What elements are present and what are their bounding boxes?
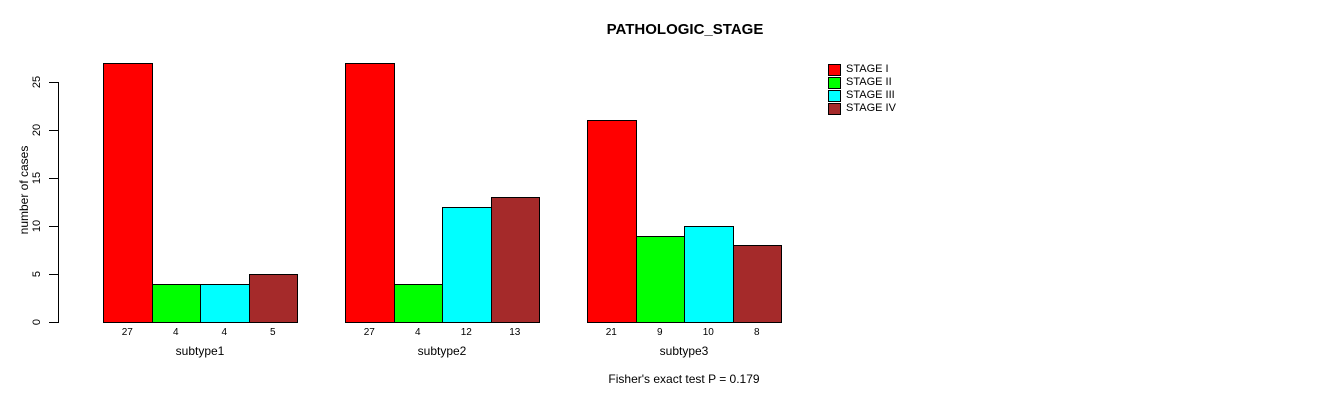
legend-item: STAGE IV <box>828 102 896 115</box>
bar <box>635 235 685 323</box>
bar <box>732 245 782 323</box>
legend-color-swatch <box>828 76 841 89</box>
y-axis-tick-label: 15 <box>31 171 43 185</box>
y-axis-tick <box>49 82 58 83</box>
bar-value-label: 4 <box>414 327 421 338</box>
y-axis-tick <box>49 322 58 323</box>
bar-value-label: 27 <box>363 327 375 338</box>
y-axis-tick-label: 5 <box>31 270 43 278</box>
legend-label: STAGE II <box>846 76 892 88</box>
legend-item: STAGE I <box>828 63 896 76</box>
bar <box>587 120 637 323</box>
bar-value-label: 27 <box>121 327 133 338</box>
bar <box>200 283 250 323</box>
bar-value-label: 10 <box>702 327 714 338</box>
y-axis-line <box>58 82 59 323</box>
legend-label: STAGE IV <box>846 102 896 114</box>
legend: STAGE I STAGE II STAGE III STAGE IV <box>828 63 896 115</box>
annotation-text: Fisher's exact test P = 0.179 <box>608 372 760 386</box>
bar-value-label: 21 <box>605 327 617 338</box>
category-label: subtype2 <box>417 344 467 358</box>
bar <box>393 283 443 323</box>
legend-color-swatch <box>828 89 841 102</box>
category-label: subtype3 <box>659 344 709 358</box>
bar-value-label: 13 <box>509 327 521 338</box>
y-axis-tick <box>49 130 58 131</box>
y-axis-tick-label: 20 <box>31 123 43 137</box>
bar <box>490 197 540 323</box>
y-axis-tick-label: 0 <box>31 318 43 326</box>
bar-value-label: 4 <box>221 327 228 338</box>
bar-value-label: 4 <box>172 327 179 338</box>
bar-value-label: 9 <box>656 327 663 338</box>
legend-color-swatch <box>828 63 841 76</box>
bar <box>684 226 734 323</box>
y-axis-tick <box>49 226 58 227</box>
legend-label: STAGE I <box>846 63 889 75</box>
legend-item: STAGE III <box>828 89 896 102</box>
y-axis-tick-label: 10 <box>31 219 43 233</box>
bar <box>248 274 298 323</box>
legend-color-swatch <box>828 102 841 115</box>
bar <box>345 62 395 323</box>
category-label: subtype1 <box>175 344 225 358</box>
y-axis-label: number of cases <box>17 145 31 235</box>
y-axis-tick-label: 25 <box>31 75 43 89</box>
bar-value-label: 5 <box>269 327 276 338</box>
bar <box>151 283 201 323</box>
bar <box>103 62 153 323</box>
chart-title: PATHOLOGIC_STAGE <box>606 21 764 38</box>
y-axis-tick <box>49 274 58 275</box>
legend-item: STAGE II <box>828 76 896 89</box>
legend-label: STAGE III <box>846 89 895 101</box>
y-axis-tick <box>49 178 58 179</box>
bar-value-label: 12 <box>460 327 472 338</box>
bar <box>442 206 492 323</box>
bar-value-label: 8 <box>753 327 760 338</box>
